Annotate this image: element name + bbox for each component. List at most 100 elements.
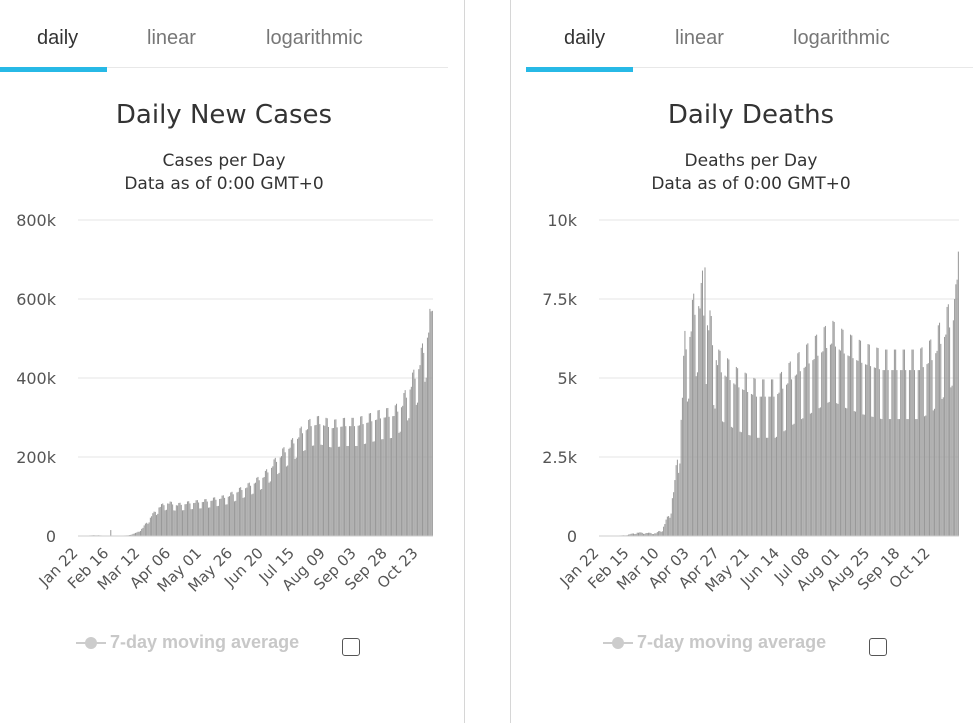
bar	[788, 362, 790, 536]
bar	[670, 513, 672, 536]
bar	[865, 364, 867, 536]
bar	[715, 360, 717, 536]
bar	[857, 360, 859, 536]
bar	[370, 413, 372, 536]
bar	[676, 459, 678, 536]
tab-linear[interactable]: linear	[675, 27, 724, 49]
tab-daily[interactable]: daily	[564, 27, 606, 49]
bar	[635, 533, 637, 536]
bar	[629, 534, 631, 536]
bar	[783, 431, 785, 536]
y-tick-label: 0	[46, 527, 56, 546]
bar	[238, 487, 240, 536]
bar	[674, 480, 676, 536]
bar	[246, 487, 248, 536]
bar	[902, 349, 904, 536]
bar	[813, 359, 815, 536]
bar	[867, 344, 869, 536]
bar	[130, 534, 132, 536]
bar	[319, 424, 321, 536]
bar	[739, 431, 741, 536]
bar	[917, 370, 919, 536]
bar	[131, 534, 133, 536]
bar	[137, 531, 139, 536]
bar	[279, 457, 281, 536]
bar	[861, 362, 863, 536]
bar	[240, 487, 242, 536]
bar	[152, 513, 154, 536]
bar	[417, 402, 419, 536]
bar	[392, 416, 394, 536]
bar	[654, 533, 656, 536]
bar	[733, 383, 735, 536]
bar	[386, 408, 388, 536]
bar	[191, 509, 193, 536]
bar	[675, 465, 677, 536]
bar	[231, 491, 233, 536]
bar	[775, 436, 778, 536]
bar	[357, 425, 359, 536]
bar	[262, 477, 264, 536]
bar	[935, 353, 937, 536]
bar	[377, 410, 379, 536]
bar	[301, 433, 304, 536]
bar	[139, 530, 141, 536]
tab-daily[interactable]: daily	[37, 27, 79, 49]
bar	[852, 358, 854, 536]
bar	[175, 505, 177, 536]
bar	[340, 426, 342, 536]
bar	[329, 446, 331, 536]
bar	[290, 439, 292, 536]
y-tick-label: 2.5k	[542, 448, 577, 467]
bar	[393, 415, 395, 536]
tab-logarithmic[interactable]: logarithmic	[266, 27, 363, 49]
bar	[361, 416, 363, 536]
bar	[182, 510, 184, 536]
deaths-panel: daily linear logarithmic Daily Deaths De…	[511, 0, 973, 723]
bar	[132, 533, 134, 536]
bar	[350, 426, 352, 536]
moving-average-checkbox[interactable]	[342, 638, 360, 656]
bar	[855, 411, 857, 536]
moving-average-legend[interactable]: 7-day moving average	[603, 632, 826, 653]
bar	[949, 327, 951, 536]
chart-subtitle-date: Data as of 0:00 GMT+0	[651, 174, 851, 194]
bar	[718, 349, 720, 536]
bar	[233, 501, 235, 536]
bar	[696, 372, 698, 536]
moving-average-legend[interactable]: 7-day moving average	[76, 632, 299, 653]
bar	[367, 422, 369, 536]
bar	[414, 378, 416, 536]
tab-logarithmic[interactable]: logarithmic	[793, 27, 890, 49]
bar	[378, 409, 380, 536]
bar	[387, 407, 389, 536]
bar	[186, 501, 188, 536]
y-tick-label: 0	[567, 527, 577, 546]
bar	[706, 325, 709, 536]
bar	[148, 522, 150, 536]
bar	[316, 416, 318, 536]
bar	[713, 405, 715, 536]
tab-linear[interactable]: linear	[147, 27, 196, 49]
bar	[195, 500, 197, 536]
bar	[225, 504, 227, 536]
bar	[168, 503, 170, 536]
bar	[141, 528, 143, 536]
bar	[779, 373, 781, 536]
bar	[927, 363, 929, 536]
moving-average-checkbox[interactable]	[869, 638, 887, 656]
bar	[408, 418, 410, 536]
bar	[881, 419, 883, 536]
bar	[215, 499, 217, 536]
bar	[913, 370, 915, 536]
bar	[673, 492, 675, 536]
bar	[786, 384, 788, 536]
y-tick-label: 7.5k	[542, 290, 577, 309]
bar	[331, 428, 333, 536]
bar	[678, 472, 680, 536]
bar	[734, 384, 736, 536]
bar	[952, 320, 954, 536]
bar	[941, 398, 943, 536]
bar	[352, 417, 354, 536]
bar	[862, 414, 864, 536]
